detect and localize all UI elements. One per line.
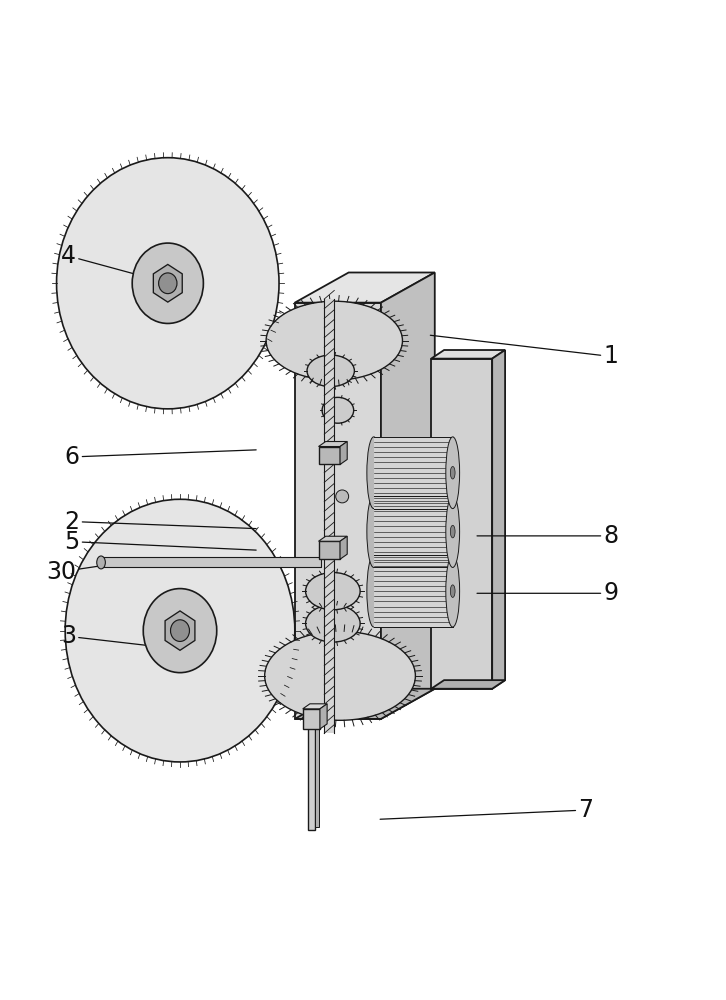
Polygon shape bbox=[295, 689, 435, 719]
Bar bbox=[374, 555, 453, 627]
Polygon shape bbox=[319, 442, 347, 447]
Ellipse shape bbox=[367, 496, 380, 567]
Bar bbox=[295, 303, 381, 719]
Bar bbox=[315, 719, 319, 827]
Polygon shape bbox=[295, 272, 435, 303]
Bar bbox=[319, 541, 340, 559]
Bar bbox=[325, 299, 334, 733]
Bar bbox=[431, 359, 492, 689]
Polygon shape bbox=[492, 350, 505, 689]
Ellipse shape bbox=[450, 525, 455, 538]
Text: 8: 8 bbox=[477, 524, 619, 548]
Ellipse shape bbox=[158, 273, 177, 294]
Ellipse shape bbox=[307, 355, 354, 387]
Ellipse shape bbox=[266, 301, 402, 380]
Ellipse shape bbox=[446, 555, 460, 627]
Text: 3: 3 bbox=[61, 624, 159, 648]
Polygon shape bbox=[381, 272, 435, 719]
Ellipse shape bbox=[65, 499, 295, 762]
Ellipse shape bbox=[367, 437, 380, 509]
Bar bbox=[308, 719, 315, 830]
Bar bbox=[374, 496, 453, 567]
Bar bbox=[374, 437, 453, 509]
Ellipse shape bbox=[446, 496, 460, 567]
Ellipse shape bbox=[306, 605, 360, 642]
Ellipse shape bbox=[143, 589, 217, 673]
Ellipse shape bbox=[450, 585, 455, 597]
Ellipse shape bbox=[171, 620, 189, 641]
Ellipse shape bbox=[97, 556, 105, 569]
Text: 2: 2 bbox=[65, 510, 256, 534]
Ellipse shape bbox=[322, 397, 354, 423]
Ellipse shape bbox=[335, 490, 348, 503]
Polygon shape bbox=[320, 704, 327, 729]
Ellipse shape bbox=[132, 243, 203, 323]
Text: 9: 9 bbox=[477, 581, 619, 605]
Ellipse shape bbox=[265, 631, 415, 720]
Polygon shape bbox=[165, 611, 195, 650]
Text: 7: 7 bbox=[380, 798, 593, 822]
Polygon shape bbox=[340, 442, 347, 464]
Polygon shape bbox=[340, 536, 347, 559]
Polygon shape bbox=[431, 680, 505, 689]
Polygon shape bbox=[431, 350, 505, 359]
Ellipse shape bbox=[367, 555, 380, 627]
Ellipse shape bbox=[450, 466, 455, 479]
Ellipse shape bbox=[306, 572, 360, 610]
Bar bbox=[303, 709, 320, 729]
Polygon shape bbox=[153, 264, 182, 302]
Text: 5: 5 bbox=[65, 530, 256, 554]
Polygon shape bbox=[303, 704, 327, 709]
Bar bbox=[319, 447, 340, 464]
Ellipse shape bbox=[57, 158, 279, 409]
Bar bbox=[101, 557, 321, 567]
Text: 6: 6 bbox=[65, 445, 256, 469]
Text: 4: 4 bbox=[61, 244, 145, 277]
Ellipse shape bbox=[446, 437, 460, 509]
Text: 30: 30 bbox=[46, 560, 131, 584]
Text: 1: 1 bbox=[431, 335, 619, 368]
Polygon shape bbox=[319, 536, 347, 541]
